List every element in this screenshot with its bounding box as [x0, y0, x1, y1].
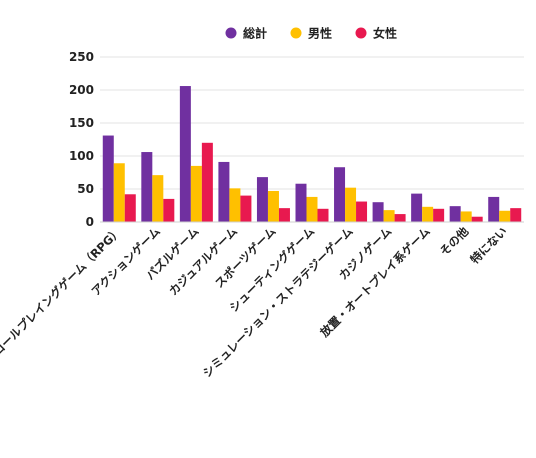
bar-2-7 [394, 214, 406, 222]
bar-1-2 [190, 165, 202, 222]
legend-label-2: 女性 [373, 26, 397, 41]
bar-0-9 [449, 206, 461, 222]
bar-1-6 [345, 187, 357, 222]
bar-2-0 [124, 194, 136, 222]
bar-0-0 [102, 135, 114, 222]
bar-2-5 [317, 208, 329, 222]
bar-2-8 [433, 208, 445, 222]
y-axis-ticks: 0 50 100 150 200 250 [69, 50, 94, 229]
bar-1-1 [152, 175, 164, 222]
bars [102, 86, 522, 222]
legend-marker-0 [225, 27, 237, 39]
legend: 総計 男性 女性 [225, 26, 397, 41]
legend-marker-2 [355, 27, 367, 39]
bar-1-5 [306, 196, 318, 222]
gridlines [100, 56, 524, 190]
y-tick-label: 50 [77, 182, 94, 196]
bar-0-7 [372, 202, 384, 222]
bar-0-3 [218, 161, 230, 222]
bar-2-9 [471, 216, 483, 222]
y-tick-label: 100 [69, 149, 94, 163]
bar-1-4 [267, 190, 279, 222]
bar-0-6 [334, 167, 346, 222]
bar-2-3 [240, 195, 252, 222]
bar-0-1 [141, 152, 153, 222]
bar-2-10 [510, 208, 522, 222]
legend-label-1: 男性 [308, 26, 332, 41]
bar-1-8 [422, 206, 434, 222]
y-tick-label: 200 [69, 83, 94, 97]
bar-0-8 [411, 193, 423, 222]
legend-label-0: 総計 [243, 26, 267, 41]
bar-1-10 [499, 210, 511, 222]
x-tick-label: アクションゲーム [89, 224, 164, 299]
y-tick-label: 150 [69, 116, 94, 130]
bar-2-2 [201, 142, 213, 222]
bar-0-4 [256, 177, 268, 222]
bar-2-4 [278, 208, 290, 222]
x-tick-label: 特にない [467, 224, 509, 266]
y-tick-label: 0 [86, 215, 94, 229]
bar-1-9 [460, 211, 472, 222]
x-tick-label: その他 [437, 224, 472, 259]
bar-1-0 [113, 163, 125, 222]
x-tick-label: カジュアルゲーム [166, 224, 240, 298]
bar-0-10 [488, 196, 500, 222]
x-tick-label: ロールプレイングゲーム（RPG） [0, 224, 124, 358]
bar-2-6 [356, 201, 368, 222]
bar-1-3 [229, 188, 241, 222]
bar-0-5 [295, 183, 307, 222]
bar-2-1 [163, 198, 175, 222]
bar-1-7 [383, 210, 395, 222]
y-tick-label: 250 [69, 50, 94, 64]
x-axis-category-labels: ロールプレイングゲーム（RPG）アクションゲームパズルゲームカジュアルゲームスポ… [0, 224, 510, 380]
bar-0-2 [179, 86, 191, 222]
legend-marker-1 [290, 27, 302, 39]
